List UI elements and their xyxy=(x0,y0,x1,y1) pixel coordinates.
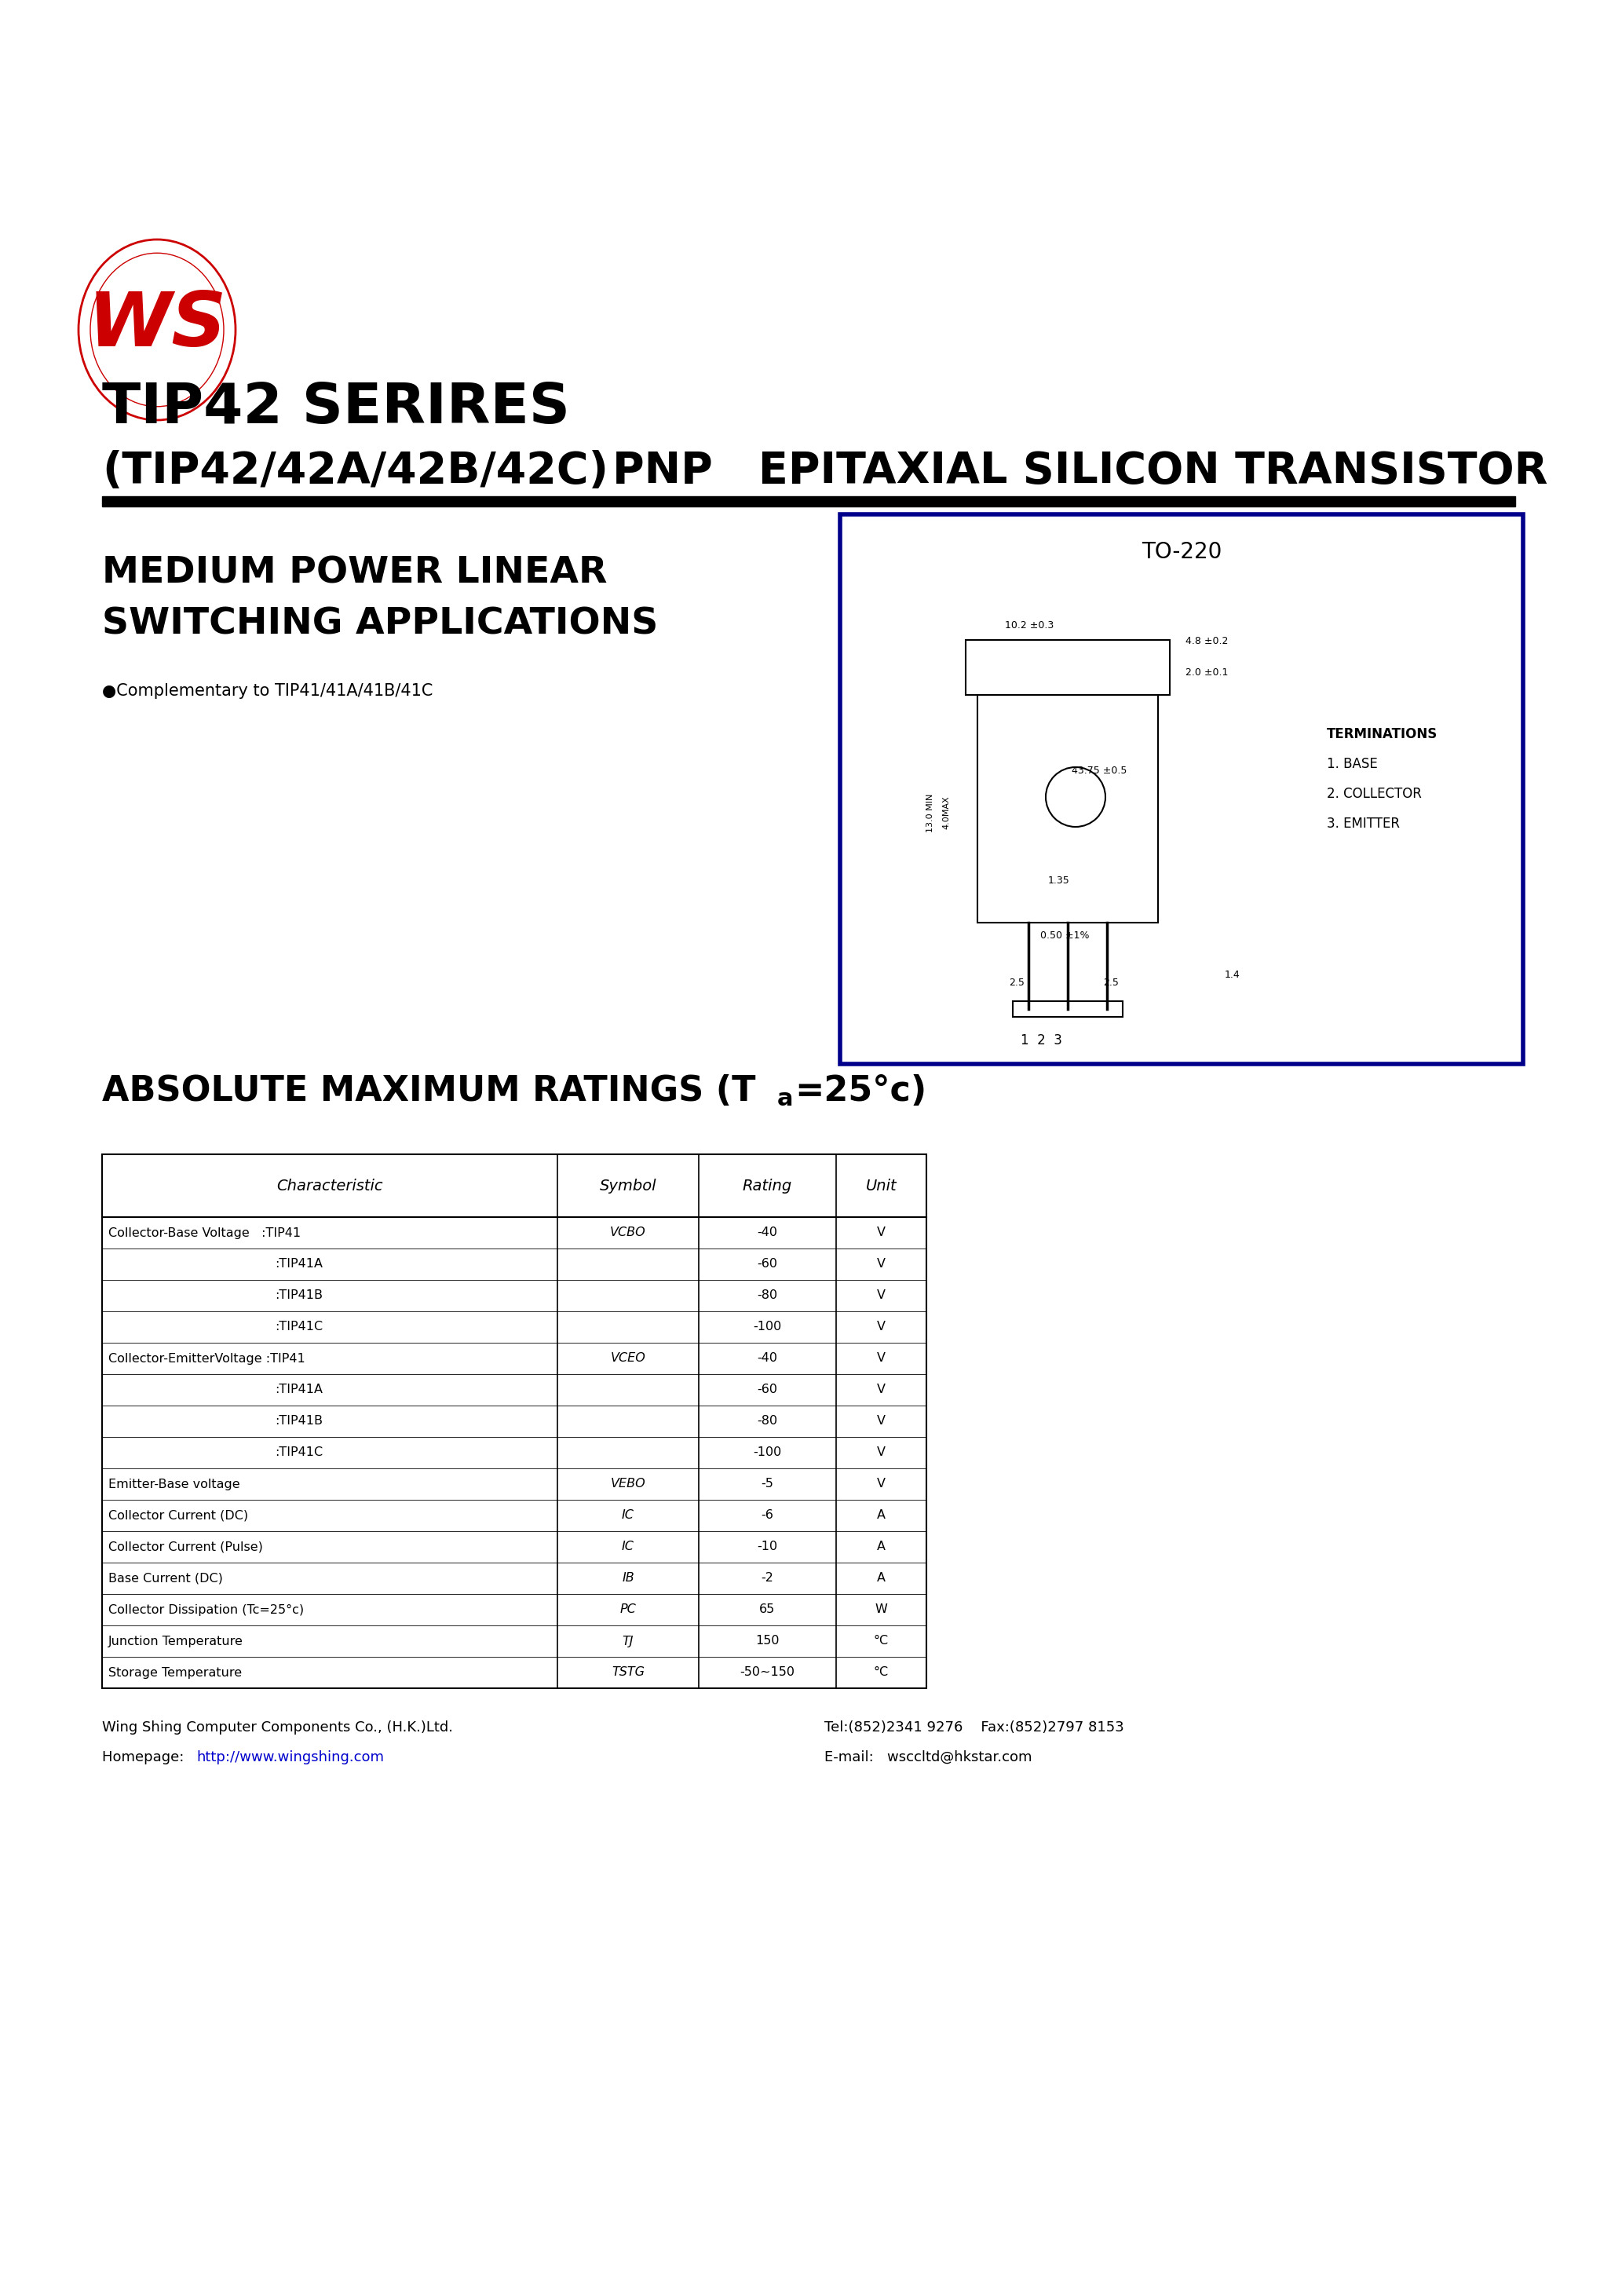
Text: Collector Current (Pulse): Collector Current (Pulse) xyxy=(109,1541,263,1552)
Text: Emitter-Base voltage: Emitter-Base voltage xyxy=(109,1479,240,1490)
Text: :TIP41B: :TIP41B xyxy=(274,1290,323,1302)
Text: 65: 65 xyxy=(759,1605,775,1616)
Text: TIP42 SERIRES: TIP42 SERIRES xyxy=(102,381,569,436)
Text: -40: -40 xyxy=(757,1352,777,1364)
Text: A: A xyxy=(878,1541,886,1552)
Text: 2.5: 2.5 xyxy=(1103,978,1119,987)
Text: IC: IC xyxy=(621,1508,634,1522)
Text: TJ: TJ xyxy=(623,1635,634,1646)
Text: V: V xyxy=(878,1446,886,1458)
Bar xyxy=(840,514,1523,1063)
Text: Collector Dissipation (Tc=25°c): Collector Dissipation (Tc=25°c) xyxy=(109,1605,303,1616)
Text: Storage Temperature: Storage Temperature xyxy=(109,1667,242,1678)
Text: °C: °C xyxy=(874,1635,889,1646)
Text: :TIP41A: :TIP41A xyxy=(274,1258,323,1270)
Text: Collector-Base Voltage   :TIP41: Collector-Base Voltage :TIP41 xyxy=(109,1226,300,1240)
Text: 2.0 ±0.1: 2.0 ±0.1 xyxy=(1186,668,1228,677)
Text: V: V xyxy=(878,1320,886,1334)
Text: -80: -80 xyxy=(757,1414,777,1428)
Text: -5: -5 xyxy=(761,1479,774,1490)
Text: W: W xyxy=(874,1605,887,1616)
Text: TO-220: TO-220 xyxy=(1142,542,1221,563)
Text: Characteristic: Characteristic xyxy=(276,1178,383,1194)
Text: -80: -80 xyxy=(757,1290,777,1302)
Bar xyxy=(1012,1001,1122,1017)
Text: 2.5: 2.5 xyxy=(1009,978,1025,987)
Text: 10.2 ±0.3: 10.2 ±0.3 xyxy=(1006,620,1054,631)
Text: V: V xyxy=(878,1258,886,1270)
Text: Collector-EmitterVoltage :TIP41: Collector-EmitterVoltage :TIP41 xyxy=(109,1352,305,1364)
Text: -100: -100 xyxy=(753,1320,782,1334)
Text: :TIP41A: :TIP41A xyxy=(274,1384,323,1396)
Text: 43.75 ±0.5: 43.75 ±0.5 xyxy=(1072,765,1127,776)
Text: Unit: Unit xyxy=(866,1178,897,1194)
Text: Homepage:: Homepage: xyxy=(102,1750,193,1763)
Text: ●Complementary to TIP41/41A/41B/41C: ●Complementary to TIP41/41A/41B/41C xyxy=(102,684,433,698)
Text: Symbol: Symbol xyxy=(600,1178,657,1194)
Text: Junction Temperature: Junction Temperature xyxy=(109,1635,243,1646)
Text: 1  2  3: 1 2 3 xyxy=(1020,1033,1062,1047)
Text: VEBO: VEBO xyxy=(610,1479,646,1490)
Text: Wing Shing Computer Components Co., (H.K.)Ltd.: Wing Shing Computer Components Co., (H.K… xyxy=(102,1720,453,1733)
Text: IC: IC xyxy=(621,1541,634,1552)
Text: °C: °C xyxy=(874,1667,889,1678)
Text: SWITCHING APPLICATIONS: SWITCHING APPLICATIONS xyxy=(102,606,659,643)
Text: a: a xyxy=(777,1088,793,1111)
Text: -2: -2 xyxy=(761,1573,774,1584)
Text: =25°c): =25°c) xyxy=(795,1075,926,1109)
Text: -60: -60 xyxy=(757,1258,777,1270)
Text: V: V xyxy=(878,1414,886,1428)
Text: TERMINATIONS: TERMINATIONS xyxy=(1327,728,1437,742)
Text: IB: IB xyxy=(621,1573,634,1584)
Text: V: V xyxy=(878,1384,886,1396)
Text: -6: -6 xyxy=(761,1508,774,1522)
Text: WS: WS xyxy=(88,289,227,363)
Text: PC: PC xyxy=(620,1605,636,1616)
Text: 150: 150 xyxy=(756,1635,780,1646)
Text: PNP   EPITAXIAL SILICON TRANSISTOR: PNP EPITAXIAL SILICON TRANSISTOR xyxy=(613,450,1547,491)
Text: Rating: Rating xyxy=(743,1178,792,1194)
Text: V: V xyxy=(878,1479,886,1490)
Text: -100: -100 xyxy=(753,1446,782,1458)
Text: Base Current (DC): Base Current (DC) xyxy=(109,1573,222,1584)
Text: http://www.wingshing.com: http://www.wingshing.com xyxy=(196,1750,384,1763)
Text: 13.0 MIN: 13.0 MIN xyxy=(926,794,934,831)
Text: VCBO: VCBO xyxy=(610,1226,646,1240)
Text: MEDIUM POWER LINEAR: MEDIUM POWER LINEAR xyxy=(102,556,607,590)
Text: Collector Current (DC): Collector Current (DC) xyxy=(109,1508,248,1522)
Text: VCEO: VCEO xyxy=(610,1352,646,1364)
Text: A: A xyxy=(878,1573,886,1584)
Text: V: V xyxy=(878,1352,886,1364)
Text: E-mail:   wsccltd@hkstar.com: E-mail: wsccltd@hkstar.com xyxy=(824,1750,1032,1763)
Text: :TIP41C: :TIP41C xyxy=(274,1320,323,1334)
Text: 0.50 ±1%: 0.50 ±1% xyxy=(1040,930,1090,941)
Bar xyxy=(102,496,1515,507)
Text: V: V xyxy=(878,1226,886,1240)
Bar xyxy=(978,696,1158,923)
Text: ABSOLUTE MAXIMUM RATINGS (T: ABSOLUTE MAXIMUM RATINGS (T xyxy=(102,1075,756,1109)
Bar xyxy=(102,1155,926,1688)
Text: 1.4: 1.4 xyxy=(1225,969,1241,980)
Text: 4.8 ±0.2: 4.8 ±0.2 xyxy=(1186,636,1228,645)
Text: Tel:(852)2341 9276    Fax:(852)2797 8153: Tel:(852)2341 9276 Fax:(852)2797 8153 xyxy=(824,1720,1124,1733)
Text: -50~150: -50~150 xyxy=(740,1667,795,1678)
Text: 3. EMITTER: 3. EMITTER xyxy=(1327,817,1400,831)
Text: (TIP42/42A/42B/42C): (TIP42/42A/42B/42C) xyxy=(102,450,608,491)
Text: A: A xyxy=(878,1508,886,1522)
Text: 2. COLLECTOR: 2. COLLECTOR xyxy=(1327,788,1422,801)
Text: V: V xyxy=(878,1290,886,1302)
Text: -40: -40 xyxy=(757,1226,777,1240)
Text: 1.35: 1.35 xyxy=(1048,875,1071,886)
Text: 4.0MAX: 4.0MAX xyxy=(942,797,950,829)
Text: TSTG: TSTG xyxy=(611,1667,644,1678)
Bar xyxy=(965,641,1169,696)
Text: :TIP41B: :TIP41B xyxy=(274,1414,323,1428)
Text: :TIP41C: :TIP41C xyxy=(274,1446,323,1458)
Text: 1. BASE: 1. BASE xyxy=(1327,758,1377,771)
Text: -60: -60 xyxy=(757,1384,777,1396)
Text: -10: -10 xyxy=(757,1541,777,1552)
